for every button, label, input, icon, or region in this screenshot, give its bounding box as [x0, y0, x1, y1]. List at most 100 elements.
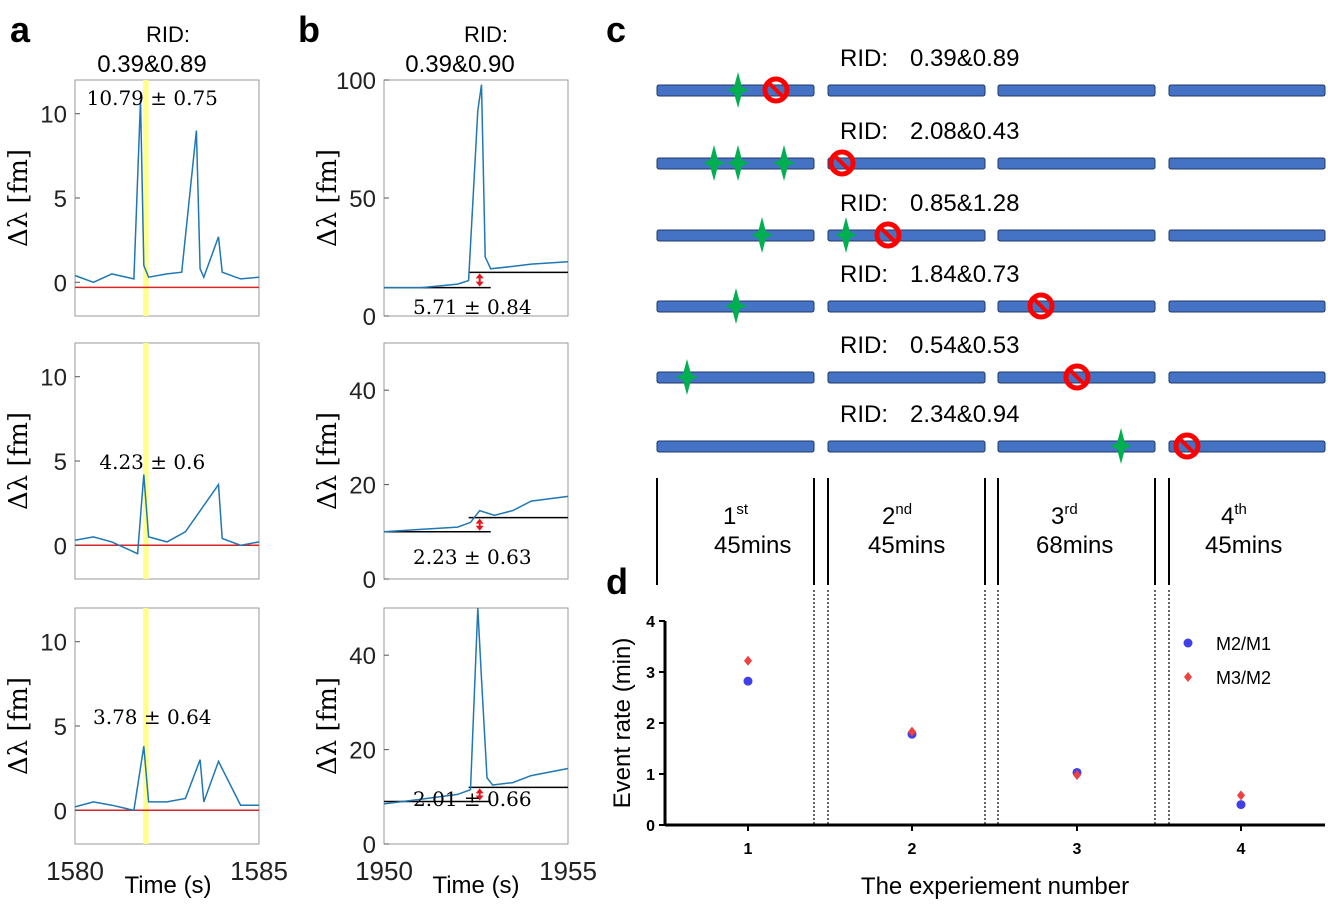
y-tick-label: 1	[646, 767, 655, 784]
prohibition-icon	[762, 76, 790, 104]
session-bar	[656, 229, 815, 242]
y-tick-label: 0	[54, 798, 67, 825]
prohibition-slash	[834, 155, 850, 171]
session-ordinal-suffix: th	[1234, 501, 1247, 518]
highlight-band	[143, 608, 149, 844]
session-bar	[1168, 157, 1326, 170]
session-bar	[827, 300, 986, 313]
panel-b-rid-value: 0.39&0.90	[405, 51, 514, 78]
x-tick-label: 1	[744, 841, 753, 858]
rid-label: RID:	[840, 401, 888, 428]
x-tick-label: 1950	[355, 856, 413, 886]
y-tick-label: 0	[363, 304, 376, 331]
y-tick-label: 5	[54, 449, 67, 476]
prohibition-icon	[1063, 363, 1091, 391]
session-bar	[827, 371, 986, 384]
y-tick-label: 2	[646, 716, 655, 733]
session-ordinal: 4th	[1221, 501, 1247, 530]
green-star-icon	[725, 288, 747, 324]
session-bar	[827, 157, 986, 170]
x-tick-label: 4	[1237, 841, 1246, 858]
y-tick-label: 0	[54, 533, 67, 560]
panel-label-c: c	[606, 9, 626, 50]
session-bar	[1168, 371, 1326, 384]
rid-value: 1.84&0.73	[910, 261, 1019, 288]
rid-label: RID:	[840, 45, 888, 72]
y-axis-label: Δλ [fm]	[4, 149, 34, 247]
session-ordinal-suffix: rd	[1064, 501, 1077, 518]
session-bar	[1168, 229, 1326, 242]
highlight-band	[143, 80, 149, 316]
prohibition-slash	[768, 82, 784, 98]
panel-d: 0 1 2 3 4 1 2 3 4 Event rate (min) The experiement…	[609, 590, 1325, 900]
y-tick-label: 3	[646, 665, 655, 682]
session-bar	[827, 84, 986, 97]
session-ordinal: 1st	[723, 501, 749, 530]
y-tick-label: 40	[349, 643, 376, 670]
y-tick-label: 20	[349, 738, 376, 765]
plot-frame	[74, 79, 260, 317]
x-tick-label: 3	[1073, 841, 1082, 858]
y-tick-label: 10	[40, 102, 67, 129]
peak-annotation: 2.01 ± 0.66	[413, 787, 532, 811]
data-point-M3/M2	[908, 726, 916, 737]
data-trace	[74, 746, 259, 812]
rid-value: 0.39&0.89	[910, 45, 1019, 72]
session-ordinal-suffix: nd	[895, 501, 912, 518]
y-tick-label: 10	[40, 630, 67, 657]
x-tick-label: 1955	[539, 856, 597, 886]
session-bar	[1168, 84, 1326, 97]
data-point-M3/M2	[744, 655, 752, 666]
data-point-M2/M1	[743, 676, 753, 686]
session-bar	[997, 157, 1156, 170]
session-duration: 68mins	[1036, 532, 1113, 559]
panel-label-d: d	[606, 561, 628, 602]
y-axis-label: Δλ [fm]	[313, 412, 343, 510]
rid-label: RID:	[840, 332, 888, 359]
session-bar	[1168, 300, 1326, 313]
x-tick-label: 2	[908, 841, 917, 858]
step-arrow-head	[475, 273, 484, 279]
data-trace	[384, 84, 569, 289]
green-star-icon	[727, 72, 749, 108]
prohibition-slash	[880, 227, 896, 243]
session-bar	[997, 84, 1156, 97]
x-tick-label: 1580	[46, 856, 104, 886]
peak-annotation: 3.78 ± 0.64	[93, 705, 212, 729]
panel-b-rid-label: RID:	[464, 22, 508, 47]
panel-a-xlabel: Time (s)	[124, 872, 211, 899]
session-duration: 45mins	[714, 532, 791, 559]
panel-a-rid-value: 0.39&0.89	[97, 51, 206, 78]
y-axis-label: Δλ [fm]	[313, 677, 343, 775]
data-point-M3/M2	[1237, 790, 1245, 801]
prohibition-icon	[874, 221, 902, 249]
green-star-icon	[835, 217, 857, 253]
y-tick-label: 50	[349, 186, 376, 213]
data-trace	[74, 474, 260, 555]
plot-frame	[383, 607, 569, 845]
y-axis-label: Event rate (min)	[609, 638, 636, 809]
session-ordinal: 2nd	[882, 501, 912, 530]
legend-label: M2/M1	[1216, 634, 1271, 654]
step-arrow-head	[475, 281, 484, 287]
rid-label: RID:	[840, 118, 888, 145]
session-bar	[827, 229, 986, 242]
prohibition-icon	[1027, 292, 1055, 320]
green-star-icon	[751, 217, 773, 253]
plot-frame	[383, 79, 569, 317]
y-tick-label: 0	[646, 818, 655, 835]
session-bar	[997, 440, 1156, 453]
highlight-band	[143, 343, 149, 579]
green-star-icon	[773, 145, 795, 181]
y-tick-label: 5	[54, 714, 67, 741]
y-axis-label: Δλ [fm]	[4, 677, 34, 775]
green-star-icon	[703, 145, 725, 181]
peak-annotation: 5.71 ± 0.84	[413, 295, 532, 319]
session-bar	[656, 371, 815, 384]
session-bar	[997, 229, 1156, 242]
y-tick-label: 5	[54, 186, 67, 213]
y-tick-label: 0	[54, 270, 67, 297]
